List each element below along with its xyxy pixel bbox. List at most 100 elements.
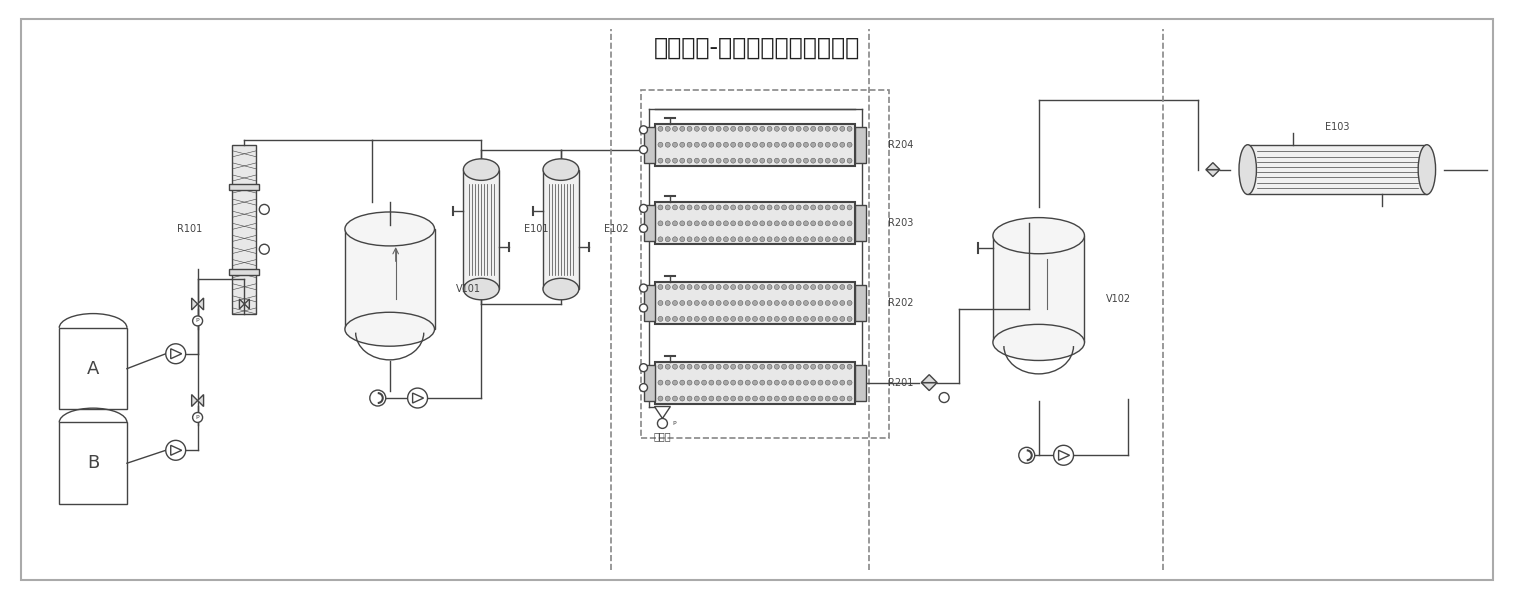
Circle shape (745, 396, 751, 401)
Circle shape (752, 364, 757, 369)
Circle shape (737, 205, 743, 210)
Circle shape (716, 285, 721, 289)
Circle shape (804, 126, 808, 131)
Circle shape (709, 205, 715, 210)
Circle shape (665, 364, 671, 369)
Bar (854, 365, 866, 401)
Polygon shape (192, 395, 198, 407)
Circle shape (639, 225, 648, 232)
Circle shape (774, 126, 780, 131)
Circle shape (1019, 447, 1034, 463)
Circle shape (840, 380, 845, 385)
Circle shape (825, 285, 830, 289)
Circle shape (840, 142, 845, 147)
Circle shape (781, 316, 787, 322)
Text: P: P (672, 421, 677, 426)
Circle shape (724, 316, 728, 322)
Ellipse shape (544, 279, 578, 300)
Circle shape (810, 221, 816, 226)
Circle shape (804, 380, 808, 385)
Circle shape (665, 221, 671, 226)
Circle shape (768, 221, 772, 226)
Circle shape (804, 285, 808, 289)
Circle shape (695, 396, 699, 401)
Circle shape (796, 301, 801, 305)
Circle shape (833, 364, 837, 369)
Circle shape (833, 316, 837, 322)
Polygon shape (654, 407, 671, 419)
Circle shape (810, 396, 816, 401)
Circle shape (724, 301, 728, 305)
Circle shape (781, 285, 787, 289)
Circle shape (768, 126, 772, 131)
Circle shape (665, 316, 671, 322)
Circle shape (789, 285, 793, 289)
Circle shape (672, 364, 677, 369)
Circle shape (709, 364, 715, 369)
Circle shape (701, 126, 707, 131)
Circle shape (804, 316, 808, 322)
Circle shape (768, 237, 772, 242)
Text: R101: R101 (177, 225, 203, 234)
Circle shape (701, 221, 707, 226)
Circle shape (781, 380, 787, 385)
Circle shape (701, 237, 707, 242)
Circle shape (752, 301, 757, 305)
Circle shape (672, 158, 677, 163)
Circle shape (724, 285, 728, 289)
Bar (230, 268, 259, 274)
Circle shape (768, 301, 772, 305)
Text: E103: E103 (1325, 122, 1349, 132)
Polygon shape (171, 445, 182, 455)
Circle shape (804, 205, 808, 210)
Circle shape (810, 158, 816, 163)
Circle shape (781, 396, 787, 401)
Circle shape (745, 285, 751, 289)
Circle shape (781, 301, 787, 305)
Ellipse shape (544, 159, 578, 180)
Circle shape (846, 396, 852, 401)
Circle shape (781, 221, 787, 226)
Polygon shape (198, 395, 203, 407)
Ellipse shape (345, 212, 435, 246)
Circle shape (810, 316, 816, 322)
Circle shape (840, 205, 845, 210)
Circle shape (760, 301, 765, 305)
Polygon shape (171, 349, 182, 359)
Text: P: P (195, 319, 200, 323)
Circle shape (639, 383, 648, 392)
Circle shape (687, 285, 692, 289)
Circle shape (760, 158, 765, 163)
Polygon shape (192, 298, 198, 310)
Circle shape (680, 396, 684, 401)
Circle shape (760, 364, 765, 369)
Circle shape (774, 396, 780, 401)
Circle shape (716, 205, 721, 210)
Circle shape (695, 158, 699, 163)
Circle shape (659, 396, 663, 401)
Circle shape (752, 316, 757, 322)
Circle shape (737, 380, 743, 385)
Circle shape (796, 126, 801, 131)
Circle shape (833, 285, 837, 289)
Text: 安全阀: 安全阀 (654, 431, 671, 441)
Bar (643, 127, 656, 163)
Circle shape (695, 237, 699, 242)
Circle shape (680, 285, 684, 289)
Circle shape (840, 301, 845, 305)
Circle shape (639, 304, 648, 312)
Circle shape (796, 396, 801, 401)
Circle shape (833, 221, 837, 226)
Circle shape (192, 316, 203, 326)
Circle shape (760, 396, 765, 401)
Circle shape (672, 316, 677, 322)
Circle shape (695, 221, 699, 226)
Circle shape (781, 205, 787, 210)
Circle shape (833, 396, 837, 401)
Circle shape (818, 364, 824, 369)
Circle shape (804, 396, 808, 401)
Circle shape (709, 396, 715, 401)
Circle shape (695, 126, 699, 131)
Circle shape (701, 142, 707, 147)
Bar (59, 422, 127, 504)
